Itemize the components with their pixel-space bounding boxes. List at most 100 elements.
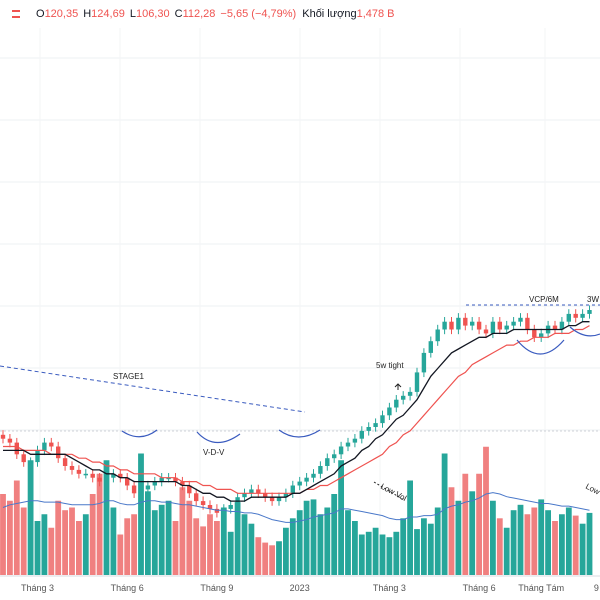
volume-bar <box>110 507 117 575</box>
tight-arrow <box>394 383 402 390</box>
volume-bar <box>13 480 20 575</box>
candle-body <box>332 454 337 459</box>
volume-bar <box>200 526 206 575</box>
volume-bar <box>455 500 462 575</box>
volume-bar <box>303 500 310 575</box>
candle-body <box>269 497 275 502</box>
vcp-curve-2 <box>569 326 600 337</box>
candle-body <box>318 466 323 474</box>
volume-bar <box>338 460 344 575</box>
candle-body <box>338 446 344 455</box>
base-curve-3 <box>278 429 321 438</box>
candle-body <box>290 485 295 494</box>
volume-bar <box>379 534 386 575</box>
volume-bar <box>490 500 496 575</box>
volume-bar <box>572 515 579 575</box>
candle-body <box>352 438 358 443</box>
x-tick-label: Tháng 6 <box>111 583 144 593</box>
volume-bar <box>503 527 510 575</box>
candle-body <box>311 473 316 478</box>
volume-bar <box>586 512 593 575</box>
x-tick-label: Tháng 6 <box>463 583 496 593</box>
candle-body <box>131 485 137 494</box>
volume-bar <box>386 537 393 575</box>
volume-bar <box>283 527 289 575</box>
candle-body <box>49 442 54 447</box>
annotation-stage1: STAGE1 <box>113 372 145 381</box>
volume-bar <box>414 529 420 575</box>
high-value: 124,69 <box>91 8 125 20</box>
volume-bar <box>559 514 565 575</box>
volume-bar <box>545 510 551 575</box>
open-value: 120,35 <box>44 8 79 20</box>
candle-body <box>387 407 392 416</box>
volume-bar <box>117 534 124 575</box>
candle-body <box>456 317 461 330</box>
candle-body <box>35 450 40 463</box>
annotations: STAGE1 V-D-V 5w tight VCP/6M 3W Low Vol … <box>0 295 600 503</box>
candle-body <box>152 481 157 486</box>
candle-body <box>56 446 61 459</box>
candle-body <box>449 321 454 330</box>
candle-body <box>21 454 26 463</box>
volume-bar <box>248 523 255 575</box>
x-axis: Tháng 3 Tháng 6 Tháng 9 2023 Tháng 3 Tháng 6 T… <box>0 575 600 593</box>
candle-body <box>214 508 220 513</box>
volume-bar <box>241 514 248 575</box>
candle-body <box>476 321 482 330</box>
candle-body <box>442 321 447 330</box>
candle-body <box>532 329 537 338</box>
volume-bar <box>427 523 434 575</box>
candle-body <box>221 508 226 513</box>
volume-bar <box>462 473 469 575</box>
volume-bar <box>510 510 517 575</box>
candle-body <box>0 434 6 439</box>
candle-body <box>552 325 558 330</box>
volume-bar <box>317 514 324 575</box>
volume-bar <box>103 460 110 575</box>
volume-bar <box>469 491 476 575</box>
volume-bar <box>372 527 379 575</box>
candle-body <box>525 317 530 330</box>
candle-body <box>518 317 523 322</box>
volume-bar <box>324 507 331 575</box>
volume-bar <box>158 504 165 575</box>
annotation-3w: 3W <box>587 295 599 304</box>
x-tick-label: 2023 <box>290 583 310 593</box>
symbol-icon <box>12 10 20 19</box>
volume-bar <box>151 510 158 575</box>
base-curve-1 <box>121 429 158 438</box>
volume-bar <box>289 518 296 575</box>
candle-body <box>200 501 206 505</box>
candle-body <box>573 313 578 318</box>
volume-bar <box>421 518 427 575</box>
volume-bar <box>227 531 234 575</box>
x-tick-label: Tháng 9 <box>200 583 233 593</box>
candle-body <box>7 438 13 443</box>
volume-bar <box>552 521 558 575</box>
change-value: −5,65 (−4,79%) <box>220 8 297 20</box>
volume-bar <box>96 473 103 575</box>
candle-body <box>435 329 440 342</box>
volume-bar <box>131 514 137 575</box>
close-label: C <box>174 8 183 20</box>
volume-bar <box>145 491 151 575</box>
candle-body <box>14 442 19 455</box>
low-vol-underline <box>373 481 405 501</box>
candle-body <box>401 395 406 400</box>
annotation-low-vol: Low Vol <box>379 482 408 503</box>
candle-body <box>83 473 88 476</box>
volume-bar <box>7 500 13 575</box>
volume-bar <box>579 523 586 575</box>
volume-bar <box>138 453 144 575</box>
high-label: H <box>83 8 92 20</box>
candle-body <box>276 497 282 502</box>
volume-bar <box>27 460 34 575</box>
candle-body <box>414 372 420 392</box>
close-value: 112,28 <box>182 8 216 20</box>
candle-body <box>407 391 413 396</box>
x-tick-label: Tháng 3 <box>373 583 406 593</box>
volume-bar <box>76 521 82 575</box>
volume-label: Khối lượng <box>302 8 357 20</box>
